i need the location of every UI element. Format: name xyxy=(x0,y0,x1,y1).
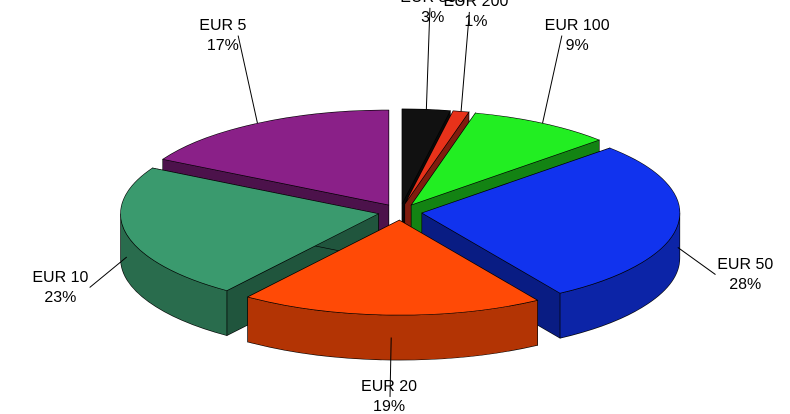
slice-label: EUR 100 xyxy=(545,17,610,34)
slice-label: EUR 500 xyxy=(400,0,465,6)
leader-line xyxy=(460,11,470,112)
slice-value-label: 9% xyxy=(566,37,589,54)
slice-value-label: 23% xyxy=(44,289,76,306)
leader-line xyxy=(237,35,258,124)
leader-line xyxy=(677,247,716,275)
slice-label: EUR 5 xyxy=(199,17,246,34)
slice-top xyxy=(404,110,470,205)
slice-value-label: 3% xyxy=(421,9,444,26)
slice-value-label: 28% xyxy=(729,276,761,293)
slice-top xyxy=(410,112,601,206)
slice-top xyxy=(120,167,380,291)
leader-line xyxy=(389,337,392,397)
slice-top xyxy=(246,219,539,316)
slice xyxy=(246,219,539,361)
leader-line xyxy=(542,35,563,124)
leader-line xyxy=(425,7,431,110)
slice-value-label: 1% xyxy=(464,13,487,30)
leader-line xyxy=(89,256,128,288)
slice-top xyxy=(421,147,681,294)
slice-top xyxy=(161,109,390,206)
slice-value-label: 19% xyxy=(373,398,405,414)
slice-value-label: 17% xyxy=(207,37,239,54)
slice-label: EUR 200 xyxy=(443,0,508,10)
slice-label: EUR 10 xyxy=(32,269,88,286)
slice-label: EUR 50 xyxy=(717,256,773,273)
slice-label: EUR 20 xyxy=(361,378,417,395)
